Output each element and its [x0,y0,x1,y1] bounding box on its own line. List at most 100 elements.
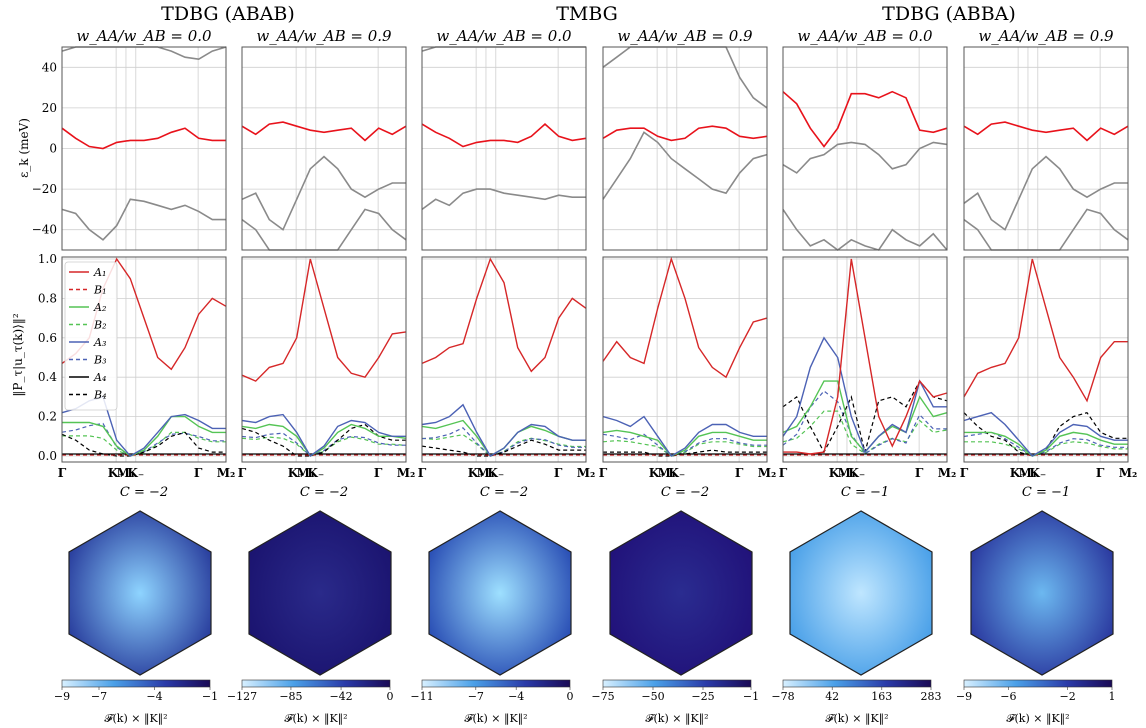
plot-frame [963,46,1129,251]
colorbar-label: 𝓕(k) × ‖K‖² [284,712,347,726]
series-A2 [62,415,226,457]
plot-frame [782,46,948,251]
x-tick-label: M₁ [297,466,316,480]
x-tick-label: M₂ [577,466,596,480]
x-tick-label: M₂ [1119,466,1138,480]
plot-frame [61,256,227,463]
panel-title: w_AA/w_AB = 0.9 [617,27,753,45]
x-tick-label: K₊ [649,466,666,480]
x-tick-label: K₊ [108,466,125,480]
colorbar-label: 𝓕(k) × ‖K‖² [645,712,708,726]
group-title: TDBG (ABBA) [882,3,1016,25]
band-line [782,141,948,174]
x-tick-label: K₋ [127,466,144,480]
x-tick-label: K₋ [668,466,685,480]
x-tick-label: M₁ [1019,466,1038,480]
plot-frame [241,46,407,251]
panel: w_AA/w_AB = 0.0 Γ K₊M₁K₋ Γ M₂ C = −2 [418,27,596,500]
x-tick-label: M₁ [477,466,496,480]
y-tick-label: 0.2 [38,410,57,424]
x-tick-label: M₁ [658,466,677,480]
y-tick-label: 0 [49,142,57,156]
band-plot [963,46,1129,251]
colorbar-tick-label: 42 [825,690,839,703]
colorbar [602,679,752,688]
colorbar-tick-label: 283 [921,690,942,703]
x-tick-label: M₁ [838,466,857,480]
x-tick-label: Γ [735,466,744,480]
colorbar [421,679,571,688]
legend-label: B₂ [93,319,107,332]
flat-band-line [61,127,226,150]
panel: w_AA/w_AB = 0.9 Γ K₊M₁K₋ Γ M₂ C = −2 [599,27,777,500]
plot-frame [963,256,1129,463]
y-tick-label: 0.6 [38,331,57,345]
band-plot [241,46,407,251]
chern-number: C = −1 [841,485,889,500]
band-line [963,155,1128,231]
series-B4 [241,423,406,457]
colorbar-tick-label: −9 [956,690,972,703]
group-title: TDBG (ABAB) [161,3,295,25]
series-B3 [602,433,767,457]
colorbar-tick-label: 163 [871,690,892,703]
colorbar-label: 𝓕(k) × ‖K‖² [464,712,527,726]
chern-number: C = −2 [661,485,709,500]
y-tick-label: 40 [42,60,57,74]
colorbar-tick-label: −78 [771,690,794,703]
berry-curvature-hexagon [248,510,392,676]
series-A1 [241,258,407,382]
legend: A₁ B₁ A₂ B₂ A₃ B₃ A₄ B₄ [64,261,118,411]
colorbar-tick-label: 0 [567,690,574,703]
x-tick-label: Γ [418,466,427,480]
colorbar-tick-label: −42 [329,690,352,703]
colorbar [963,679,1113,688]
group-titles: TDBG (ABAB) TMBG TDBG (ABBA) [161,3,1016,25]
series-B2 [964,441,1128,457]
plot-frame [61,46,227,251]
panel: w_AA/w_AB = 0.9 Γ K₊M₁K₋ Γ M₂ C = −1 [960,27,1138,500]
weight-plot: Γ K₊M₁K₋ Γ M₂ [238,256,416,480]
x-tick-label: M₂ [397,466,416,480]
panel: w_AA/w_AB = 0.0 40 20 0 −20 −40 Γ K₊M₁K₋ Γ M₂ 1.0 0… [32,27,236,500]
x-tick-label: Γ [1096,466,1105,480]
weight-plot: Γ K₊M₁K₋ Γ M₂ [599,256,776,480]
flat-band-line [963,121,1129,142]
panel-title: w_AA/w_AB = 0.0 [797,27,933,45]
x-tick-label: K₋ [307,466,324,480]
chern-number: C = −2 [300,485,348,500]
panel-title: w_AA/w_AB = 0.9 [978,27,1114,45]
series-A2 [964,431,1128,457]
y-tick-label: 0.4 [38,370,57,384]
berry-curvature-hexagon [428,510,572,676]
colorbar-label: 𝓕(k) × ‖K‖² [104,712,167,726]
x-tick-label: Γ [194,466,203,480]
colorbar-label: 𝓕(k) × ‖K‖² [825,712,888,726]
x-tick-label: K₊ [829,466,846,480]
flat-band-line [602,125,768,142]
x-tick-label: K₊ [468,466,485,480]
plot-frame [602,46,768,251]
band-plot [602,46,768,251]
colorbar-tick-label: −1 [202,690,218,703]
series-A1 [602,256,768,379]
series-B2 [602,439,767,457]
y-tick-label: 0.0 [38,449,57,463]
plot-frame [602,256,768,463]
y-tick-label: 1.0 [38,252,57,266]
band-plot [782,46,948,251]
colorbar-tick-label: −1 [743,690,759,703]
berry-curvature-hexagon [68,510,212,676]
series-B2 [782,410,948,455]
colorbar-tick-label: 1 [1109,690,1116,703]
panel-title: w_AA/w_AB = 0.0 [76,27,212,45]
plot-frame [421,256,587,463]
flat-band-line [782,90,948,148]
plot-frame [421,46,587,251]
x-tick-label: K₋ [1029,466,1046,480]
y-axis-label: ‖P_τ|u_τ(k)⟩‖² [11,313,25,396]
series-A1 [421,257,587,373]
y-axis-labels: ε_k (meV) ‖P_τ|u_τ(k)⟩‖² [11,118,31,397]
